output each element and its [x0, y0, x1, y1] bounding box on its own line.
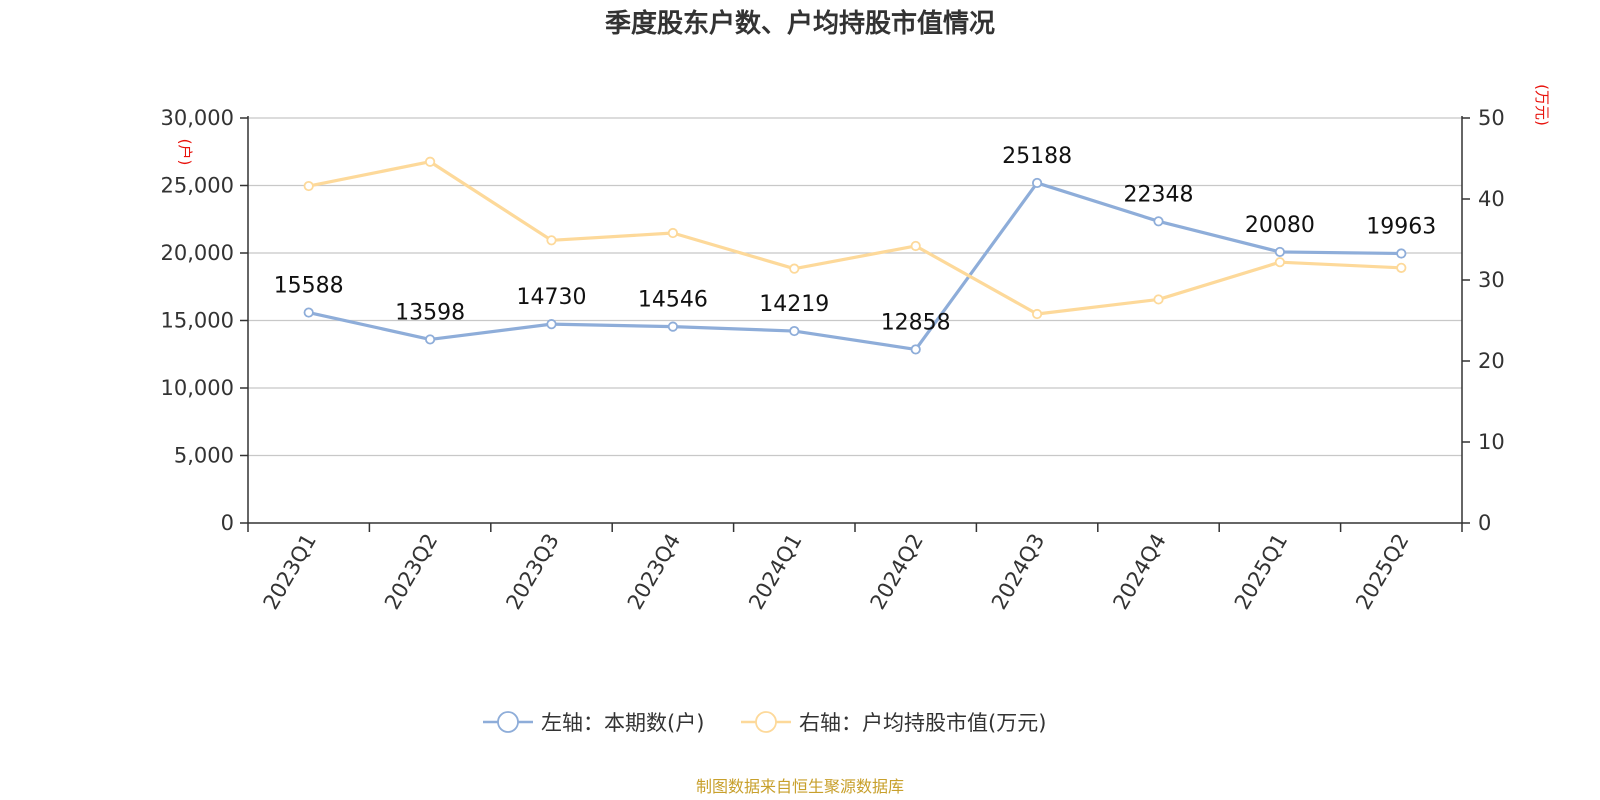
x-tick-label: 2023Q2	[380, 530, 442, 614]
series-line-0	[308, 181, 1402, 352]
data-label: 22348	[1124, 182, 1194, 207]
left-tick-label: 10,000	[161, 376, 234, 400]
x-tick-label: 2023Q4	[623, 530, 685, 614]
left-tick-label: 5,000	[174, 444, 234, 468]
series-line-1	[308, 160, 1402, 316]
series-point-1	[424, 156, 436, 167]
x-tick-label: 2025Q2	[1351, 530, 1413, 614]
chart-title: 季度股东户数、户均持股市值情况	[605, 8, 995, 39]
x-tick-label: 2024Q1	[744, 530, 806, 614]
series-point-1	[910, 240, 921, 252]
series-point-0	[1274, 246, 1286, 258]
right-tick-label: 50	[1478, 106, 1505, 130]
right-tick-label: 30	[1478, 268, 1505, 292]
series-point-1	[1032, 308, 1043, 320]
series-point-0	[1153, 216, 1164, 227]
data-label: 19963	[1366, 214, 1436, 239]
legend-marker-1	[755, 711, 777, 733]
series-point-1	[1396, 262, 1407, 273]
left-tick-label: 30,000	[161, 106, 234, 130]
series-point-0	[1032, 177, 1043, 189]
data-label: 12858	[881, 310, 951, 335]
x-tick-label: 2023Q3	[501, 530, 563, 614]
left-tick-label: 0	[221, 511, 234, 535]
right-tick-label: 0	[1478, 511, 1491, 535]
data-label: 14219	[759, 292, 829, 317]
data-label: 15588	[274, 274, 344, 299]
right-tick-label: 40	[1478, 187, 1505, 211]
data-label: 20080	[1245, 213, 1315, 238]
series-point-1	[303, 180, 314, 192]
x-tick-label: 2025Q1	[1230, 530, 1292, 614]
series-point-0	[789, 325, 800, 337]
legend-label-0: 左轴：本期数(户)	[541, 711, 704, 735]
series-point-0	[1396, 248, 1407, 259]
series-point-0	[546, 319, 557, 330]
left-tick-label: 15,000	[161, 309, 234, 333]
legend[interactable]: 左轴：本期数(户) 右轴：户均持股市值(万元)	[483, 711, 1046, 735]
left-tick-label: 20,000	[161, 241, 234, 265]
legend-label-1: 右轴：户均持股市值(万元)	[799, 711, 1046, 735]
data-label: 25188	[1002, 144, 1072, 169]
series-point-0	[667, 321, 679, 332]
x-tick-label: 2024Q2	[866, 530, 928, 614]
series-layer	[303, 156, 1407, 355]
series-point-1	[789, 263, 800, 274]
source-note: 制图数据来自恒生聚源数据库	[696, 777, 904, 796]
x-tick-label: 2024Q3	[987, 530, 1049, 614]
right-tick-label: 20	[1478, 349, 1505, 373]
x-tick-label: 2023Q1	[259, 530, 321, 614]
right-axis-unit: (万元)	[1533, 84, 1551, 126]
series-point-0	[424, 334, 436, 345]
data-label: 14730	[517, 285, 587, 310]
left-tick-label: 25,000	[161, 174, 234, 198]
legend-marker-0	[497, 711, 519, 733]
series-point-0	[303, 307, 314, 318]
series-point-0	[910, 344, 921, 355]
left-axis-unit: (户)	[176, 139, 194, 166]
axis-layer: 0 5,000 10,000 15,000 20,000 25,000 30,000 0 10 2…	[161, 84, 1551, 614]
label-layer: 15588 13598 14730 14546 14219 12858 25188 22348…	[274, 144, 1437, 335]
series-point-1	[667, 227, 679, 239]
series-point-1	[546, 235, 557, 246]
series-point-1	[1153, 294, 1164, 305]
data-label: 13598	[395, 300, 465, 325]
right-tick-label: 10	[1478, 430, 1505, 454]
data-label: 14546	[638, 288, 708, 313]
series-point-1	[1274, 257, 1286, 268]
grid-layer	[248, 117, 1462, 457]
x-tick-label: 2024Q4	[1108, 530, 1170, 614]
